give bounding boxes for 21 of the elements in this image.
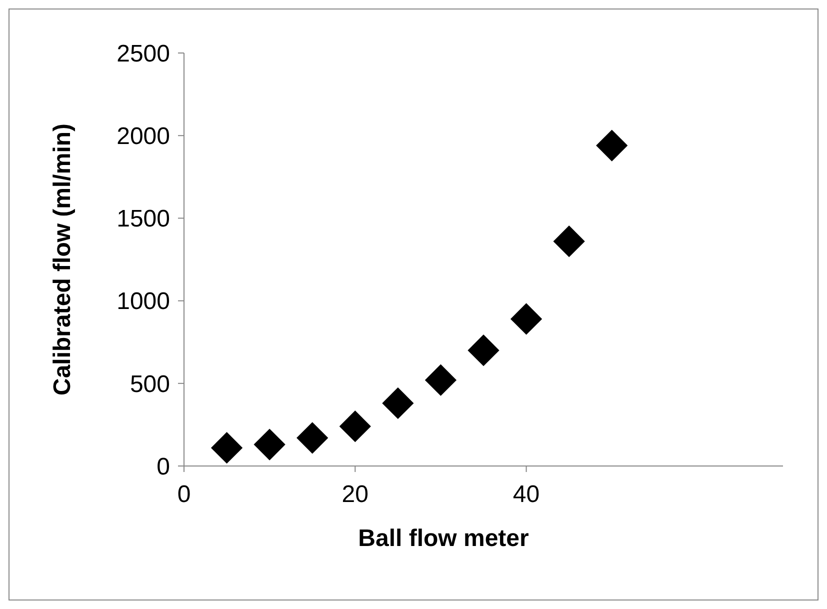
point — [468, 334, 500, 366]
y-tick-label: 2000 — [116, 123, 170, 150]
point — [296, 422, 328, 454]
x-tick-label: 40 — [512, 481, 540, 508]
y-tick-label: 500 — [130, 370, 170, 398]
x-axis-title: Ball flow meter — [358, 525, 529, 552]
x-tick-label: 20 — [342, 481, 368, 508]
x-tick-label: 0 — [177, 481, 191, 508]
point — [553, 226, 585, 258]
point — [510, 303, 542, 335]
point — [424, 364, 457, 396]
y-axis-title: Calibrated flow (ml/min) — [49, 123, 76, 396]
point — [339, 410, 371, 442]
y-tick-label: 1500 — [116, 206, 170, 233]
point — [596, 130, 628, 162]
point — [210, 432, 243, 464]
point — [382, 387, 414, 420]
point — [254, 428, 286, 460]
y-tick-label: 2500 — [116, 40, 170, 68]
y-tick-label: 0 — [156, 453, 170, 480]
y-tick-label: 1000 — [116, 288, 170, 316]
